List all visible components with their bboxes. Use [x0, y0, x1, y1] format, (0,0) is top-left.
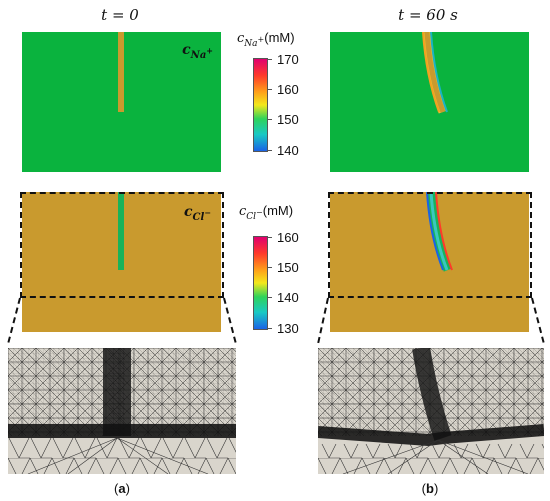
- cl-field-panel-b: [330, 192, 529, 332]
- na-tick-150: 150: [277, 112, 299, 127]
- na-colorbar: [253, 58, 268, 152]
- zoom-box-a: [20, 192, 224, 298]
- na-tick-140: 140: [277, 143, 299, 158]
- cl-field-label: cCl−: [184, 204, 211, 223]
- mesh-panel-a: [8, 348, 236, 474]
- cl-tick-150: 150: [277, 260, 299, 275]
- na-field-panel-b: [330, 32, 529, 172]
- caption-b: (b): [421, 481, 439, 496]
- cl-tick-160: 160: [277, 230, 299, 245]
- na-tick-160: 160: [277, 82, 299, 97]
- mesh-panel-b: [318, 348, 544, 474]
- cl-tick-140: 140: [277, 290, 299, 305]
- time-label-a: t = 0: [101, 6, 139, 24]
- cl-field-panel-a: cCl−: [22, 192, 221, 332]
- cl-colorbar: [253, 236, 268, 330]
- zoom-box-b: [328, 192, 532, 298]
- na-colorbar-title: cNa+(mM): [237, 30, 295, 49]
- na-field-panel-a: cNa+: [22, 32, 221, 172]
- na-channel-a: [118, 32, 124, 112]
- caption-a: (a): [114, 481, 130, 496]
- na-channel-b: [422, 32, 448, 114]
- time-label-b: t = 60 s: [398, 6, 458, 24]
- cl-tick-130: 130: [277, 321, 299, 336]
- na-field-label: cNa+: [182, 42, 213, 61]
- na-tick-170: 170: [277, 52, 299, 67]
- cl-channel-a: [118, 192, 124, 270]
- cl-colorbar-title: cCl−(mM): [239, 203, 294, 222]
- cl-channel-b: [426, 192, 453, 272]
